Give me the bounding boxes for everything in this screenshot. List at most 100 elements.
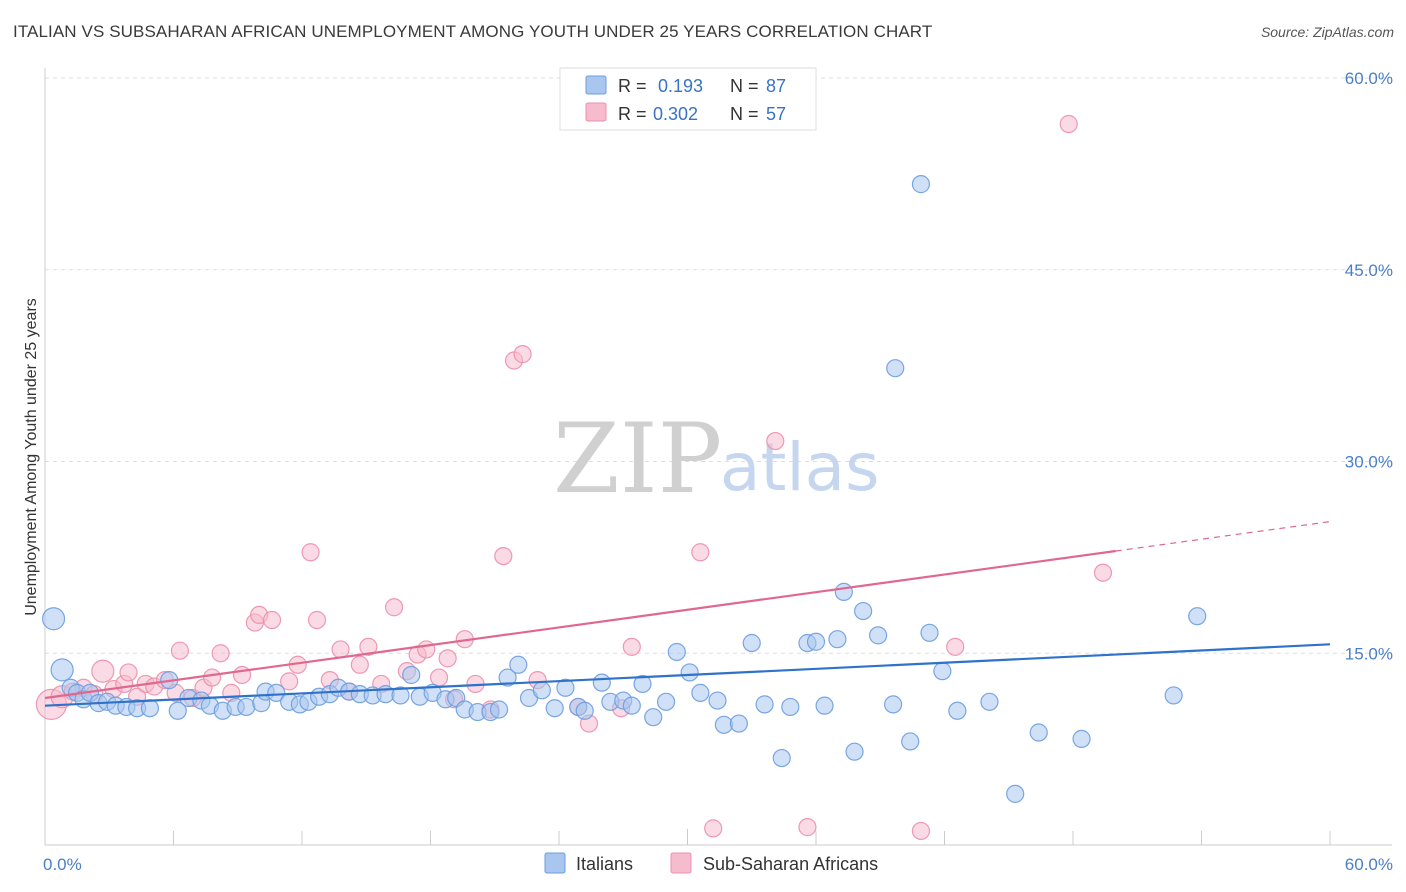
- italians-trend-line: [44, 643, 1331, 707]
- italians-point: [402, 665, 421, 685]
- y-tick-label: 30.0%: [1345, 453, 1393, 472]
- ssa-point: [622, 637, 641, 656]
- italians-point: [667, 642, 686, 662]
- ssa-point: [429, 668, 449, 687]
- italians-point: [755, 695, 774, 714]
- italians-point: [742, 633, 761, 653]
- ssa-trend-extension: [1115, 520, 1331, 552]
- italians-point: [489, 700, 509, 719]
- italians-point: [1006, 784, 1025, 803]
- italians-point: [781, 697, 800, 717]
- italians-point: [920, 623, 939, 642]
- ssa-point: [1093, 563, 1113, 582]
- bottom-legend-swatch-italians: [544, 852, 566, 874]
- legend-n-value-ssa: 57: [766, 104, 786, 124]
- legend-swatch-italians: [585, 75, 607, 95]
- trend-lines: [44, 520, 1331, 707]
- ssa-point: [350, 655, 369, 674]
- ssa-point: [417, 640, 436, 659]
- legend-r-value-ssa: 0.302: [653, 104, 698, 124]
- x-tick-label-min: 0.0%: [43, 855, 82, 874]
- italians-point: [556, 678, 575, 697]
- italians-point: [933, 662, 952, 681]
- y-tick-label: 15.0%: [1345, 644, 1393, 663]
- ssa-point: [1059, 114, 1078, 134]
- italians-point: [845, 742, 864, 761]
- series-legend: Italians Sub-Saharan Africans: [544, 852, 878, 874]
- ssa-point: [301, 543, 320, 562]
- ssa-point: [438, 649, 457, 668]
- italians-point: [691, 683, 710, 702]
- italians-point: [391, 686, 410, 705]
- italians-point: [911, 175, 931, 194]
- legend-n-label-ssa: N =: [730, 104, 759, 124]
- ssa-point: [911, 821, 931, 841]
- legend-r-label-italians: R =: [618, 76, 647, 96]
- bottom-legend-swatch-ssa: [670, 852, 692, 874]
- bottom-legend-label-italians: Italians: [576, 854, 633, 874]
- legend-r-value-italians: 0.193: [658, 76, 703, 96]
- legend-r-label-ssa: R =: [618, 104, 647, 124]
- ssa-trend-line: [44, 549, 1116, 700]
- ssa-point: [91, 659, 115, 683]
- ssa-point: [359, 637, 378, 656]
- y-tick-label: 60.0%: [1345, 69, 1393, 88]
- italians-point: [828, 630, 847, 649]
- gridlines: [45, 77, 1392, 654]
- ssa-point: [691, 543, 710, 562]
- italians-point: [168, 701, 187, 720]
- ssa-point: [307, 610, 327, 630]
- series-italians: [41, 175, 1207, 803]
- italians-point: [680, 663, 699, 682]
- tick-labels: 15.0% 30.0% 45.0% 60.0% 0.0% 60.0%: [43, 69, 1393, 874]
- italians-point: [869, 626, 888, 645]
- ssa-point: [384, 598, 404, 617]
- italians-point: [267, 683, 286, 702]
- italians-point: [948, 701, 967, 720]
- italians-point: [1029, 723, 1048, 742]
- ssa-point: [262, 610, 282, 630]
- italians-point: [498, 668, 517, 687]
- italians-point: [237, 697, 256, 717]
- ssa-point: [119, 663, 138, 682]
- italians-point: [854, 601, 873, 621]
- ssa-point: [494, 546, 513, 566]
- italians-point: [806, 632, 826, 651]
- italians-point: [980, 692, 999, 711]
- italians-point: [772, 748, 791, 768]
- chart-title: ITALIAN VS SUBSAHARAN AFRICAN UNEMPLOYME…: [13, 22, 933, 41]
- italians-point: [714, 715, 734, 734]
- italians-point: [622, 696, 641, 715]
- italians-point: [1188, 607, 1207, 626]
- italians-point: [532, 681, 551, 700]
- ssa-point: [331, 640, 350, 659]
- italians-point: [644, 708, 663, 727]
- watermark: ZIP atlas: [553, 403, 880, 515]
- italians-point: [50, 658, 74, 682]
- ssa-point: [513, 345, 532, 364]
- watermark-zip: ZIP: [553, 403, 722, 515]
- x-tick-label-max: 60.0%: [1345, 855, 1393, 874]
- ssa-point: [170, 641, 190, 660]
- ssa-point: [704, 819, 723, 838]
- y-tick-label: 45.0%: [1345, 261, 1393, 280]
- italians-point: [656, 692, 676, 711]
- italians-point: [708, 691, 727, 710]
- italians-point: [509, 655, 528, 674]
- ssa-point: [798, 818, 817, 837]
- italians-point: [815, 696, 834, 715]
- italians-point: [140, 699, 160, 718]
- correlation-legend: R = 0.193 N = 87 R = 0.302 N = 57: [559, 67, 817, 131]
- ssa-point: [766, 431, 785, 451]
- italians-point: [575, 701, 594, 720]
- italians-point: [834, 582, 853, 601]
- italians-point: [1072, 729, 1091, 748]
- watermark-atlas: atlas: [720, 429, 880, 506]
- italians-point: [633, 674, 652, 694]
- legend-swatch-ssa: [585, 102, 607, 122]
- italians-point: [1164, 686, 1183, 705]
- italians-point: [592, 673, 611, 692]
- y-axis-label: Unemployment Among Youth under 25 years: [23, 298, 40, 616]
- legend-n-label-italians: N =: [730, 76, 759, 96]
